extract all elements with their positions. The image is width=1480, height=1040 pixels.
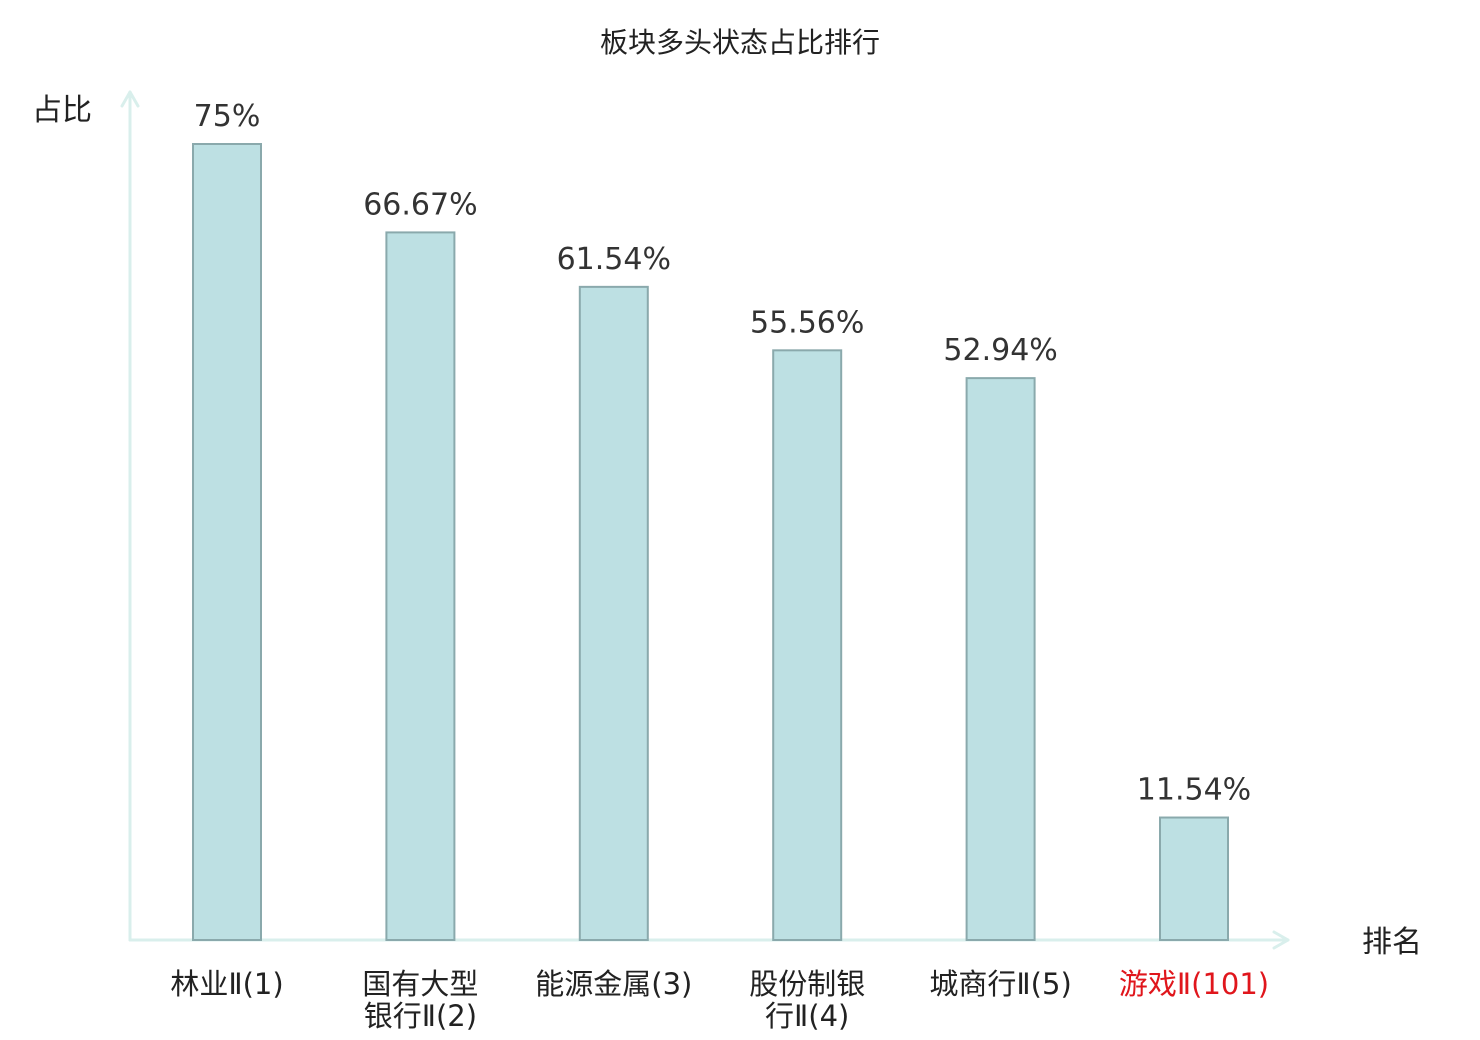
bar-6 <box>1159 816 1229 942</box>
category-label-2-line-2: 银行Ⅱ(2) <box>364 999 477 1033</box>
category-label-4-line-1: 股份制银 <box>749 967 865 1001</box>
category-label-1: 林业Ⅱ(1) <box>170 967 283 1001</box>
value-label-4: 55.56% <box>750 305 864 340</box>
category-label-5: 城商行Ⅱ(5) <box>929 967 1071 1001</box>
x-axis-arrow-icon <box>1272 930 1290 950</box>
bars-group <box>192 143 1229 942</box>
bar-3 <box>578 285 649 941</box>
axes <box>120 90 1290 950</box>
bar-4 <box>772 349 843 942</box>
value-labels-group: 75% 66.67% 61.54% 55.56% 52.94% 11.54% <box>194 99 1252 808</box>
bar-5 <box>965 377 1036 941</box>
category-label-2-line-1: 国有大型 <box>362 967 478 1001</box>
category-label-3: 能源金属(3) <box>535 967 692 1001</box>
value-label-6: 11.54% <box>1137 773 1251 808</box>
bar-2 <box>385 231 456 942</box>
y-axis-label: 占比 <box>32 93 92 128</box>
value-label-1: 75% <box>194 99 261 134</box>
x-axis-label: 排名 <box>1362 925 1422 960</box>
value-label-2: 66.67% <box>363 187 477 222</box>
chart-title: 板块多头状态占比排行 <box>600 26 880 59</box>
category-label-4-line-2: 行Ⅱ(4) <box>765 999 849 1033</box>
bar-1 <box>192 143 262 941</box>
value-label-3: 61.54% <box>557 242 671 277</box>
y-axis-arrow-icon <box>120 90 140 108</box>
category-label-6: 游戏Ⅱ(101) <box>1119 967 1269 1001</box>
value-label-5: 52.94% <box>943 333 1057 368</box>
